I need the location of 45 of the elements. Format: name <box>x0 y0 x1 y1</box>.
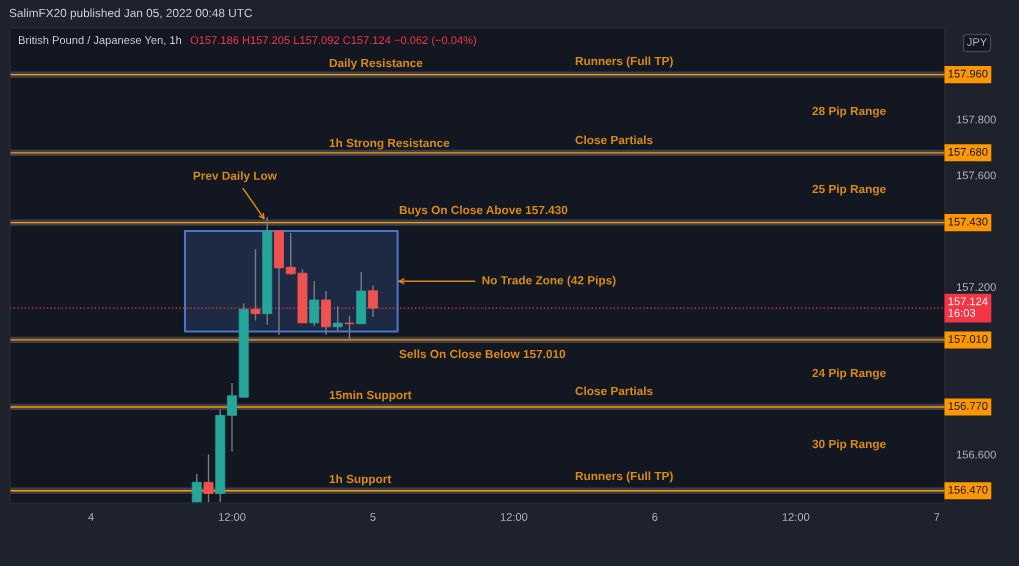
y-tick-label: 157.600 <box>956 171 996 180</box>
annotation: 30 Pip Range <box>812 439 886 451</box>
x-tick-label: 4 <box>88 513 94 521</box>
annotation: Prev Daily Low <box>193 171 277 183</box>
ref-line-label: 157.124 16:03 <box>948 297 988 317</box>
candlestick <box>203 453 214 503</box>
annotation: 1h Support <box>329 474 392 486</box>
text: JPY <box>966 38 987 46</box>
annotation: 1h Strong Resistance <box>329 138 450 150</box>
candlestick <box>368 284 378 318</box>
annotation: Runners (Full TP) <box>575 471 673 483</box>
ref-line-label: 157.430 <box>948 217 988 226</box>
annotation: 24 Pip Range <box>812 368 886 380</box>
x-tick-label: 12:00 <box>500 513 528 521</box>
x-tick-label: 5 <box>370 513 376 521</box>
ref-line-label: 157.680 <box>948 147 988 156</box>
x-tick-label: 12:00 <box>782 513 810 521</box>
ref-line-label: 157.010 <box>948 335 988 343</box>
y-tick-label: 157.200 <box>956 283 996 291</box>
annotation: Buys On Close Above 157.430 <box>399 205 568 217</box>
candlestick <box>191 473 202 503</box>
x-tick-label: 7 <box>934 513 940 521</box>
chart-subtitle: SalimFX20 published Jan 05, 2022 00:48 UTC <box>9 8 253 20</box>
candlestick <box>332 305 343 332</box>
ref-line-label: 156.770 <box>948 402 988 410</box>
annotation: Close Partials <box>575 135 653 145</box>
annotation: No Trade Zone (42 Pips) <box>482 275 616 287</box>
annotation: Daily Resistance <box>329 58 423 70</box>
y-tick-label: 157.800 <box>956 115 996 124</box>
candlestick <box>227 382 237 453</box>
annotation: Runners (Full TP) <box>575 56 673 68</box>
annotation: O157.186 H157.205 L157.092 C157.124 −0.062 (−0.04%) <box>190 35 477 47</box>
candlestick <box>309 280 320 327</box>
annotation: Close Partials <box>575 386 653 396</box>
x-tick-label: 12:00 <box>218 513 246 521</box>
ref-line-label: 157.960 <box>948 69 988 78</box>
text: British Pound / Japanese Yen, 1h <box>18 35 182 47</box>
annotation: Sells On Close Below 157.010 <box>399 349 566 359</box>
annotation: 25 Pip Range <box>812 184 886 196</box>
x-tick-label: 6 <box>652 513 658 521</box>
y-tick-label: 156.600 <box>956 450 996 459</box>
ref-line-label: 156.470 <box>948 485 988 494</box>
annotation: 28 Pip Range <box>812 106 886 118</box>
annotation: 15min Support <box>329 390 412 402</box>
candlestick <box>250 248 261 322</box>
